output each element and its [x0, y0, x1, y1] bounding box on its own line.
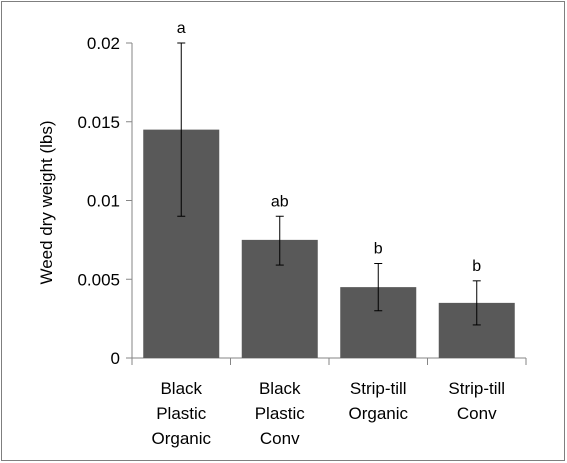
y-tick-label: 0.01 — [87, 192, 120, 211]
y-tick-label: 0.02 — [87, 34, 120, 53]
bars — [143, 129, 515, 358]
category-label: Strip-till Organic — [348, 379, 408, 423]
significance-label: b — [374, 241, 383, 258]
category-label-line: Conv — [260, 429, 300, 448]
category-label: Black Plastic Organic — [151, 379, 211, 448]
y-axis-title: Weed dry weight (lbs) — [37, 120, 56, 284]
category-label: Strip-till Conv — [448, 379, 505, 423]
y-tick-label: 0.015 — [77, 113, 120, 132]
category-label-line: Plastic — [156, 404, 207, 423]
category-label-line: Black — [259, 379, 301, 398]
y-axis-title-group: Weed dry weight (lbs) — [37, 120, 56, 284]
significance-label: b — [472, 258, 481, 275]
labels: a Black Plastic Organic ab Black Plastic Conv b S… — [151, 20, 505, 448]
significance-label: a — [177, 20, 186, 37]
category-label-line: Black — [160, 379, 202, 398]
category-label-line: Organic — [151, 429, 211, 448]
category-label-line: Strip-till — [448, 379, 505, 398]
significance-label: ab — [271, 193, 289, 210]
category-label-line: Plastic — [255, 404, 306, 423]
y-tick-label: 0 — [111, 349, 120, 368]
category-label-line: Organic — [348, 404, 408, 423]
error-bars — [177, 42, 481, 326]
category-label-line: Conv — [457, 404, 497, 423]
category-label: Black Plastic Conv — [255, 379, 306, 448]
y-tick-label: 0.005 — [77, 270, 120, 289]
category-label-line: Strip-till — [350, 379, 407, 398]
